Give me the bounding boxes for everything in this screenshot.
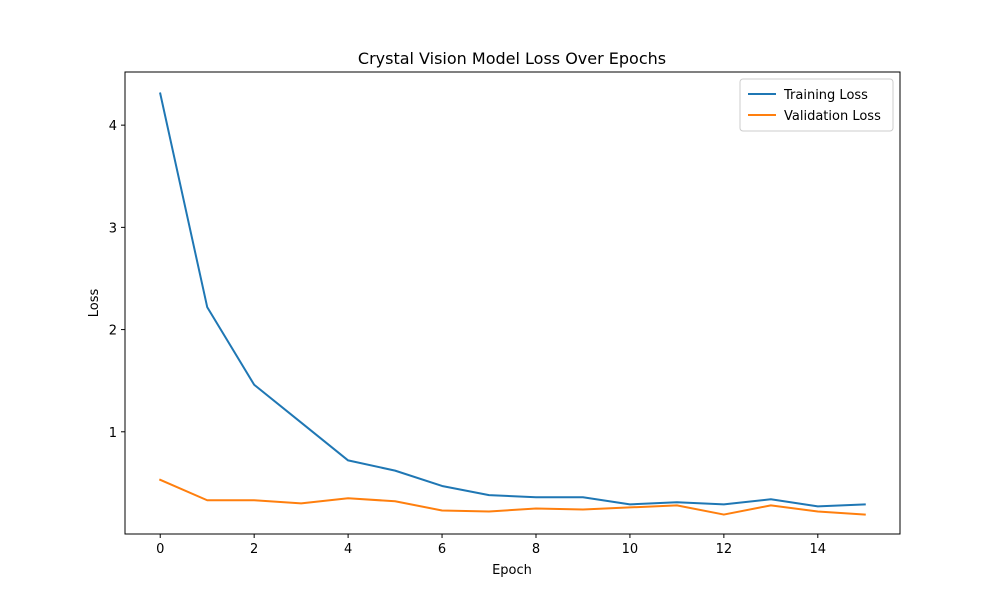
x-tick-label: 6 bbox=[438, 542, 446, 557]
x-tick-label: 14 bbox=[810, 542, 827, 557]
legend: Training Loss Validation Loss bbox=[739, 78, 894, 132]
legend-label-validation-loss: Validation Loss bbox=[784, 109, 881, 124]
x-tick-label: 2 bbox=[250, 542, 258, 557]
y-tick-label: 2 bbox=[109, 324, 117, 339]
chart-title: Crystal Vision Model Loss Over Epochs bbox=[358, 49, 666, 68]
y-axis-title: Loss bbox=[87, 289, 102, 318]
series-line-training-loss bbox=[159, 92, 866, 508]
x-tick-label: 4 bbox=[344, 542, 352, 557]
x-tick-label: 0 bbox=[156, 542, 164, 557]
x-tick-label: 12 bbox=[716, 542, 733, 557]
legend-label-training-loss: Training Loss bbox=[783, 88, 868, 103]
x-tick-label: 10 bbox=[622, 542, 639, 557]
series-line-validation-loss bbox=[158, 478, 866, 516]
legend-box bbox=[739, 78, 894, 132]
x-tick-label: 8 bbox=[532, 542, 540, 557]
y-tick-label: 3 bbox=[109, 221, 117, 236]
axes-frame bbox=[124, 71, 901, 535]
y-tick-label: 4 bbox=[109, 119, 117, 134]
x-axis-title: Epoch bbox=[492, 563, 532, 578]
y-tick-label: 1 bbox=[109, 426, 117, 441]
series-lines bbox=[158, 92, 866, 516]
